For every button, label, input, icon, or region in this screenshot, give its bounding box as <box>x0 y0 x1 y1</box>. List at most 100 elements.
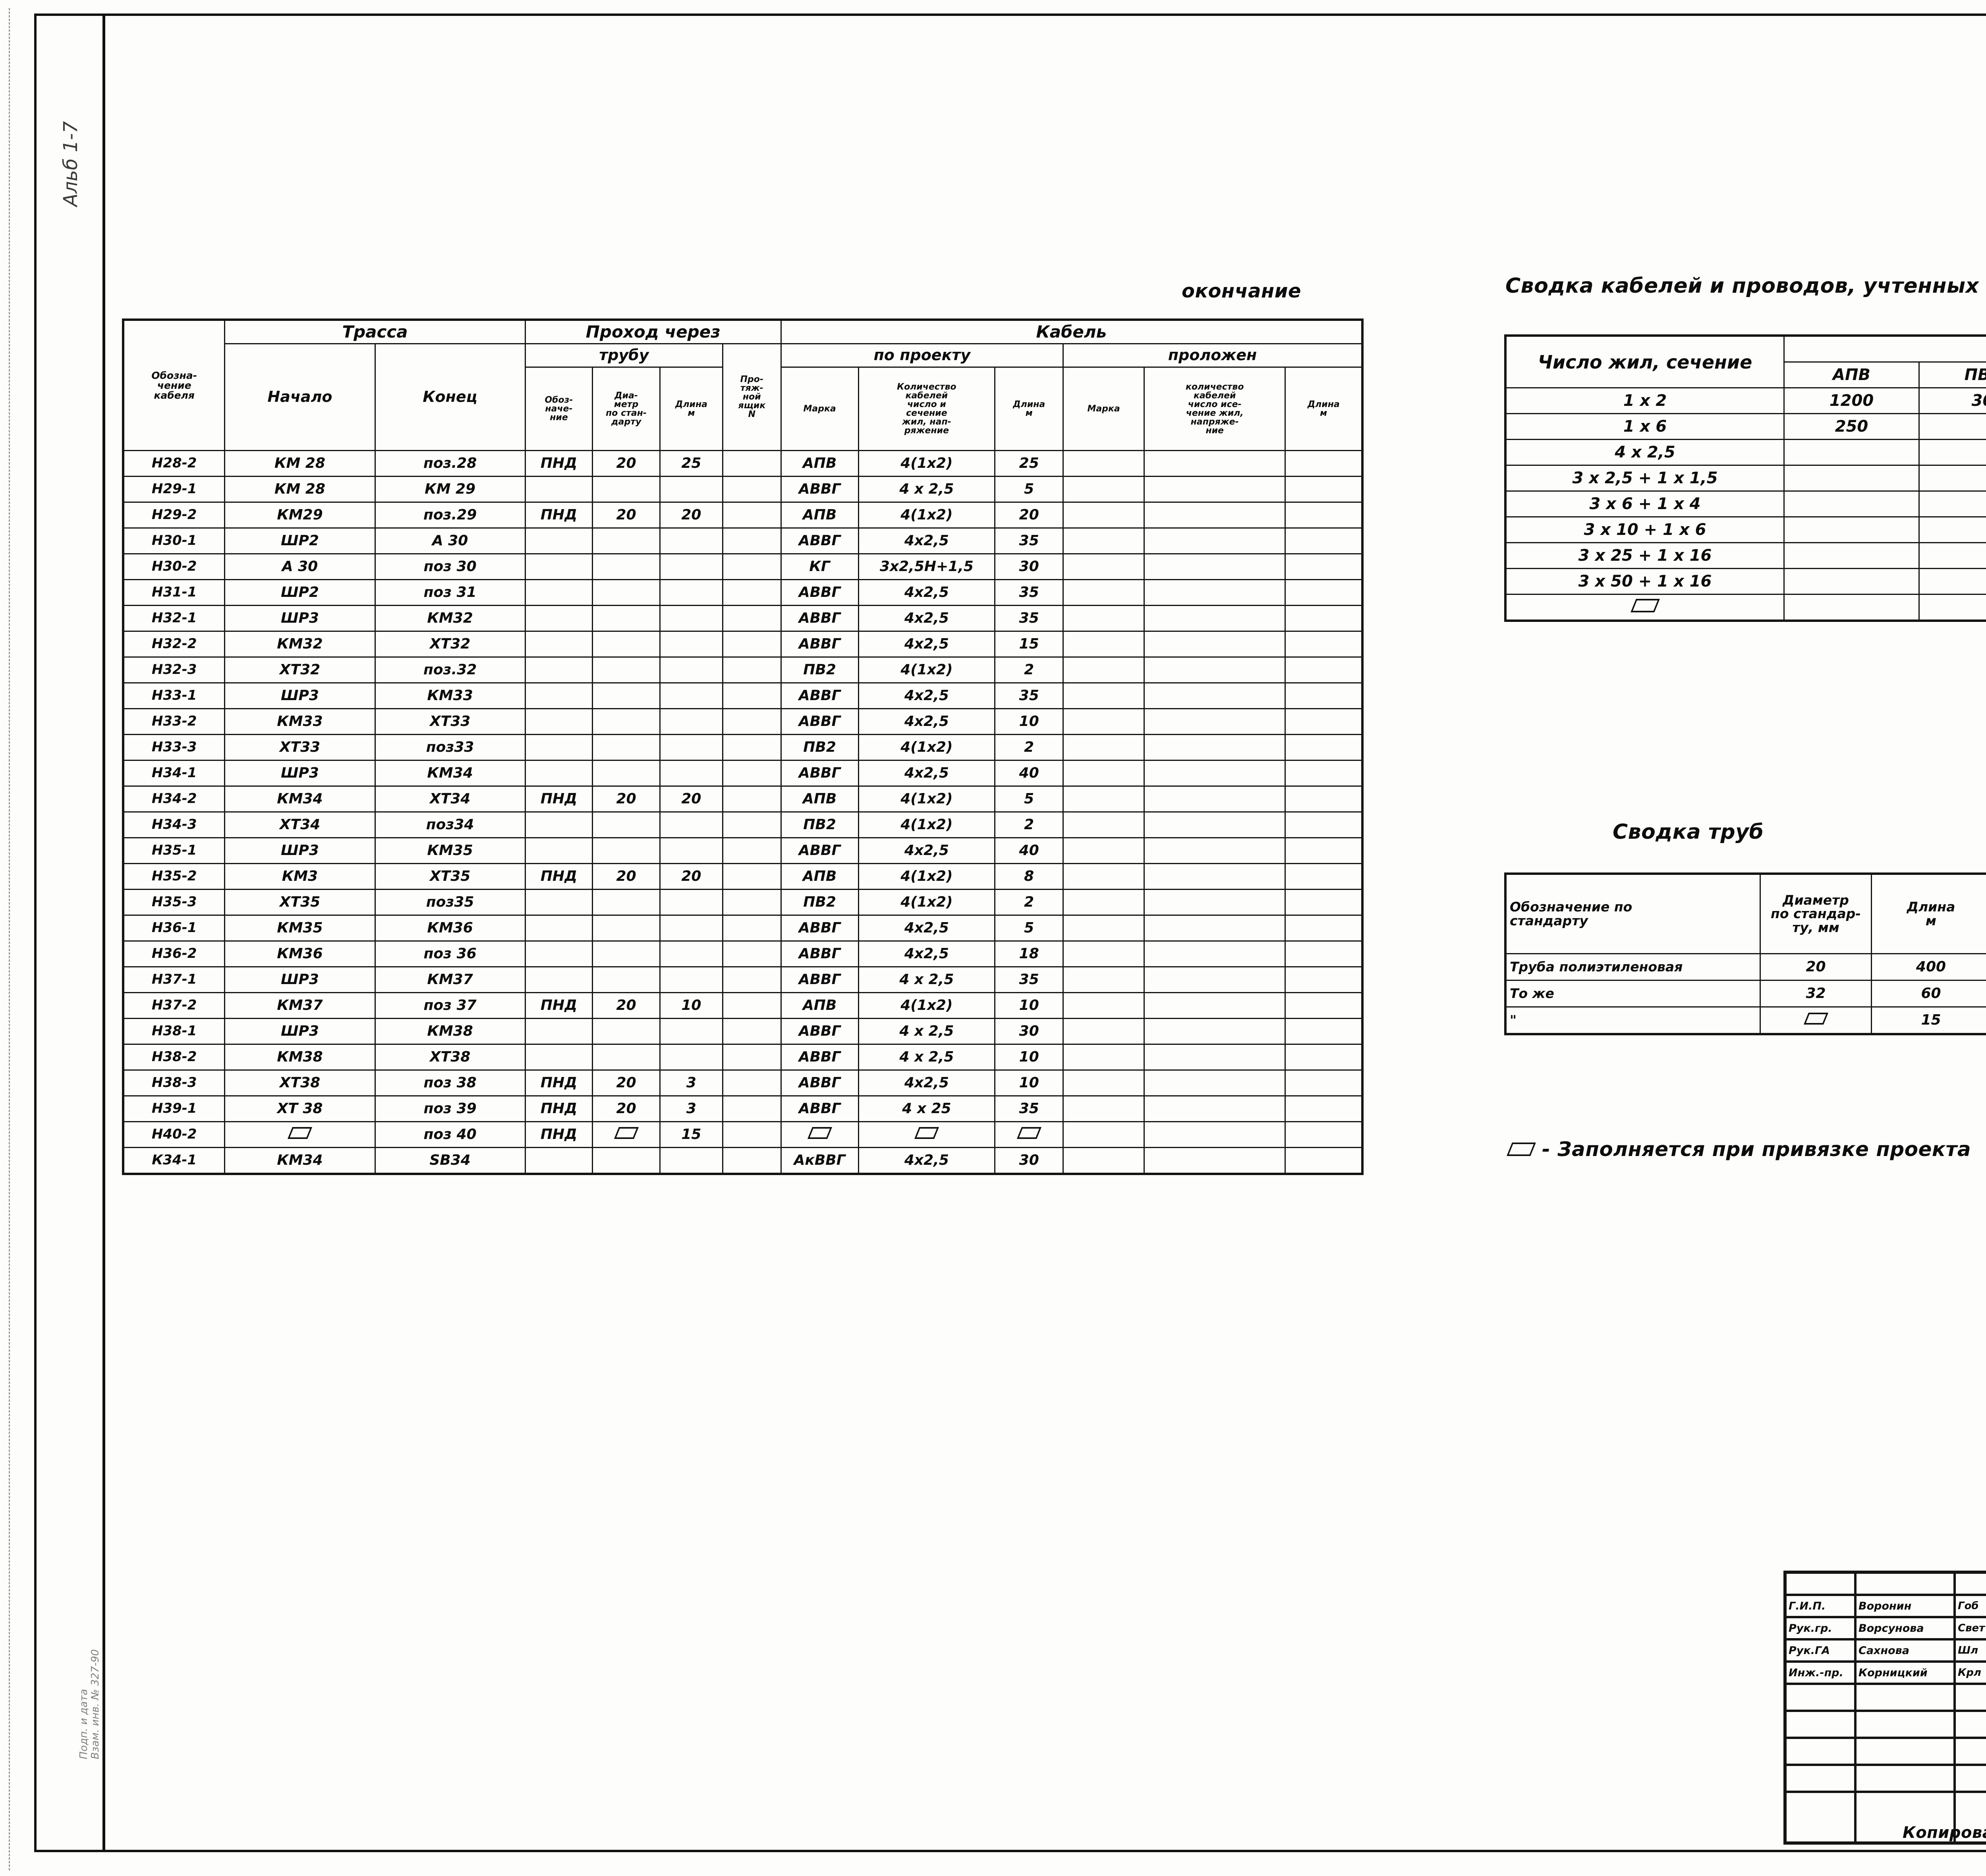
cell-yashik[interactable] <box>722 579 782 606</box>
cell-oboznachenie[interactable]: Н34-3 <box>123 811 226 838</box>
cell-truba-dlina[interactable] <box>659 476 724 503</box>
cell-yashik[interactable] <box>722 966 782 993</box>
tb-blank-r2c3[interactable] <box>1955 1711 1986 1738</box>
cell-oboznachenie[interactable]: К34-1 <box>123 1147 226 1174</box>
cell-kolichestvo[interactable]: 4(1х2) <box>858 811 996 838</box>
cell-nachalo[interactable]: КМ29 <box>224 502 376 529</box>
cell-yashik[interactable] <box>722 734 782 761</box>
cell-nachalo[interactable]: ХТ32 <box>224 656 376 683</box>
cell-truba-diam[interactable]: 20 <box>592 786 661 813</box>
cell-oboznachenie[interactable]: Н35-1 <box>123 837 226 864</box>
cell-marka-prolozhen[interactable] <box>1063 1121 1145 1148</box>
cell-oboznachenie[interactable]: Н36-1 <box>123 915 226 942</box>
cell-truba-dlina[interactable]: 25 <box>659 450 724 477</box>
cell-konec[interactable]: КМ37 <box>374 966 526 993</box>
cell-quantity-ПВ2[interactable] <box>1918 490 1986 517</box>
cell-marka-prolozhen[interactable] <box>1063 1018 1145 1045</box>
cell-konec[interactable]: ЅВ34 <box>374 1147 526 1174</box>
tb-blank-r4c3[interactable] <box>1955 1765 1986 1792</box>
cell-konec[interactable]: поз 38 <box>374 1069 526 1096</box>
cell-konec[interactable]: поз34 <box>374 811 526 838</box>
cell-dlina-prolozhen[interactable] <box>1285 682 1362 709</box>
cell-dlina[interactable]: 18 <box>994 940 1064 967</box>
cell-marka-prolozhen[interactable] <box>1063 1069 1145 1096</box>
cell-marka-prolozhen[interactable] <box>1063 1147 1145 1174</box>
cell-dlina[interactable]: 10 <box>994 708 1064 735</box>
cell-dlina-prolozhen[interactable] <box>1285 837 1362 864</box>
cell-marka[interactable]: ПВ2 <box>780 656 859 683</box>
cell-marka[interactable]: АВВГ <box>780 527 859 554</box>
cell-truba-oboz[interactable] <box>524 811 593 838</box>
cell-nachalo[interactable]: ШР2 <box>224 527 376 554</box>
cell-konec[interactable]: ХТ35 <box>374 863 526 890</box>
cell-truba-diam[interactable] <box>592 734 661 761</box>
cell-marka[interactable]: АВВГ <box>780 760 859 787</box>
cell-yashik[interactable] <box>722 1095 782 1122</box>
cell-truba-oboz[interactable] <box>524 1147 593 1174</box>
cell-konec[interactable]: А 30 <box>374 527 526 554</box>
cell-kolichestvo-prolozhen[interactable] <box>1144 605 1286 632</box>
cell-truba-dlina[interactable]: 20 <box>659 786 724 813</box>
cell-kolichestvo[interactable]: 4х2,5 <box>858 760 996 787</box>
cell-truba-diam[interactable] <box>592 940 661 967</box>
cell-dlina[interactable]: 35 <box>994 966 1064 993</box>
cell-oboznachenie[interactable]: Н29-1 <box>123 476 226 503</box>
cell-kolichestvo[interactable]: 4х2,5 <box>858 708 996 735</box>
cell-yashik[interactable] <box>722 476 782 503</box>
cell-konec[interactable]: КМ38 <box>374 1018 526 1045</box>
cell-marka-prolozhen[interactable] <box>1063 992 1145 1019</box>
cell-kolichestvo-prolozhen[interactable] <box>1144 863 1286 890</box>
cell-truba-oboz[interactable]: ПНД <box>524 863 593 890</box>
cell-oboznachenie[interactable]: Н33-2 <box>123 708 226 735</box>
cell-kolichestvo-prolozhen[interactable] <box>1144 553 1286 580</box>
cell-truba-dlina[interactable] <box>659 682 724 709</box>
cell-oboznachenie[interactable]: Н30-2 <box>123 553 226 580</box>
cell-dlina[interactable]: 2 <box>994 656 1064 683</box>
cell-nachalo[interactable]: А 30 <box>224 553 376 580</box>
cell-truba-oboz[interactable] <box>524 527 593 554</box>
cell-kolichestvo-prolozhen[interactable] <box>1144 992 1286 1019</box>
cell-oboznachenie[interactable]: Н33-1 <box>123 682 226 709</box>
cell-truba-oboz[interactable] <box>524 708 593 735</box>
cell-kolichestvo[interactable]: 3х2,5Н+1,5 <box>858 553 996 580</box>
cell-dlina[interactable]: 5 <box>994 786 1064 813</box>
cell-truba-diam[interactable]: 20 <box>592 450 661 477</box>
cell-nachalo[interactable]: ШР3 <box>224 682 376 709</box>
cell-yashik[interactable] <box>722 1018 782 1045</box>
cell-truba-diam[interactable] <box>592 553 661 580</box>
cell-konec[interactable]: поз35 <box>374 889 526 916</box>
cell-marka[interactable]: АПВ <box>780 992 859 1019</box>
cell-truba-diam[interactable] <box>592 527 661 554</box>
cell-konec[interactable]: КМ 29 <box>374 476 526 503</box>
cell-kolichestvo[interactable]: 4 х 2,5 <box>858 966 996 993</box>
cell-dlina[interactable]: 8 <box>994 863 1064 890</box>
cell-pipe-oboznachenie[interactable]: То же <box>1505 980 1761 1007</box>
cell-truba-oboz[interactable] <box>524 682 593 709</box>
cell-nachalo[interactable]: КМ33 <box>224 708 376 735</box>
cell-kolichestvo[interactable]: 4х2,5 <box>858 605 996 632</box>
cell-kolichestvo[interactable]: 4х2,5 <box>858 579 996 606</box>
cell-yashik[interactable] <box>722 863 782 890</box>
cell-dlina[interactable]: 35 <box>994 579 1064 606</box>
cell-truba-dlina[interactable] <box>659 837 724 864</box>
cell-marka-prolozhen[interactable] <box>1063 476 1145 503</box>
cell-nachalo[interactable]: ХТ38 <box>224 1069 376 1096</box>
cell-marka[interactable]: АВВГ <box>780 708 859 735</box>
cell-truba-diam[interactable] <box>592 760 661 787</box>
cell-marka-prolozhen[interactable] <box>1063 527 1145 554</box>
cell-truba-dlina[interactable] <box>659 579 724 606</box>
cell-kolichestvo[interactable]: 4(1х2) <box>858 992 996 1019</box>
cell-kolichestvo[interactable]: 4х2,5 <box>858 527 996 554</box>
cell-dlina[interactable]: 40 <box>994 760 1064 787</box>
cell-dlina[interactable]: 2 <box>994 734 1064 761</box>
cell-pipe-dlina[interactable]: 60 <box>1871 980 1986 1007</box>
cell-quantity-АПВ[interactable] <box>1783 516 1920 543</box>
cell-kolichestvo[interactable]: 4(1х2) <box>858 502 996 529</box>
cell-oboznachenie[interactable]: Н35-3 <box>123 889 226 916</box>
cell-kolichestvo-prolozhen[interactable] <box>1144 579 1286 606</box>
cell-kolichestvo[interactable]: 4 х 2,5 <box>858 1044 996 1071</box>
cell-marka[interactable]: АПВ <box>780 502 859 529</box>
cell-yashik[interactable] <box>722 502 782 529</box>
cell-dlina-prolozhen[interactable] <box>1285 1018 1362 1045</box>
cell-marka-prolozhen[interactable] <box>1063 760 1145 787</box>
